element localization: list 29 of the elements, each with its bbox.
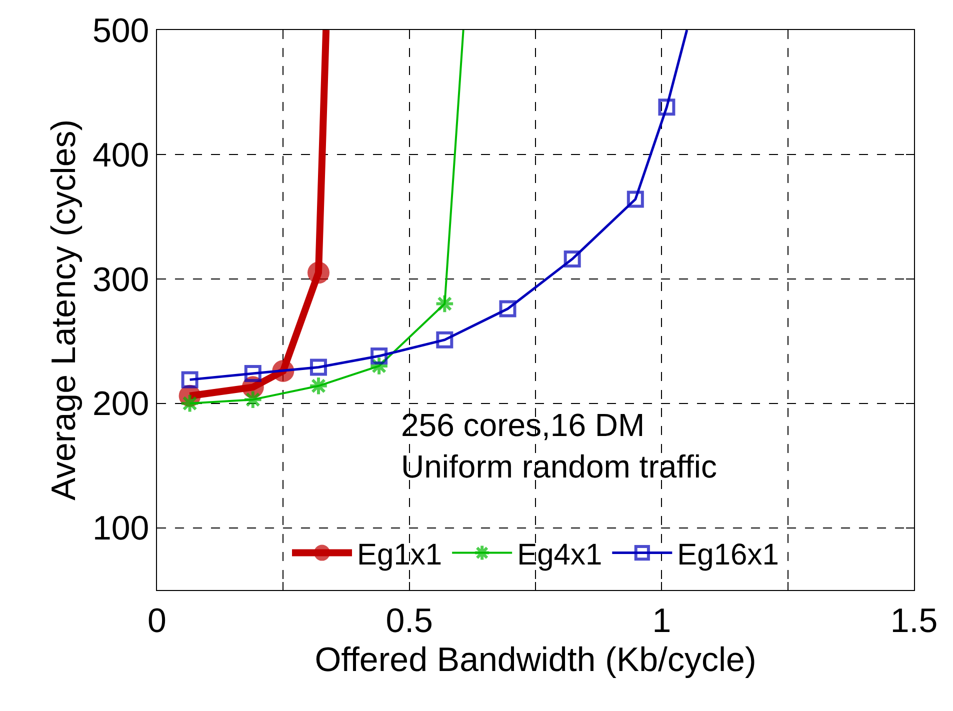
x-tick-label: 0 [148,602,166,640]
point [626,190,644,208]
y-tick-label: 200 [92,385,150,424]
y-tick-label: 400 [92,136,150,174]
x-tick-label: 0.5 [386,602,433,640]
y-tick-label: 100 [92,510,150,548]
legend-label: Eg4x1 [517,538,602,572]
x-tick-label: 1 [652,602,672,640]
x-tick-label: 1.5 [890,602,938,640]
point [180,393,200,414]
legend-label: Eg16x1 [677,538,779,572]
point [308,376,328,396]
point [244,364,262,382]
point [308,262,330,284]
y-tick-label: 300 [92,260,150,299]
point [434,294,455,314]
legend-label: Eg1x1 [357,538,442,572]
point [370,348,388,365]
point [310,358,327,376]
point [658,98,676,116]
x-axis-title: Offered Bandwidth (Kb/cycle) [314,641,756,680]
y-axis-title: Average Latency (cycles) [45,119,84,501]
point [181,371,198,388]
point [436,331,454,348]
y-tick-label: 500 [92,12,150,50]
point [564,250,581,268]
annotation: 256 cores,16 DM Uniform random traffic [401,407,717,485]
point [242,390,263,410]
point [499,300,516,318]
